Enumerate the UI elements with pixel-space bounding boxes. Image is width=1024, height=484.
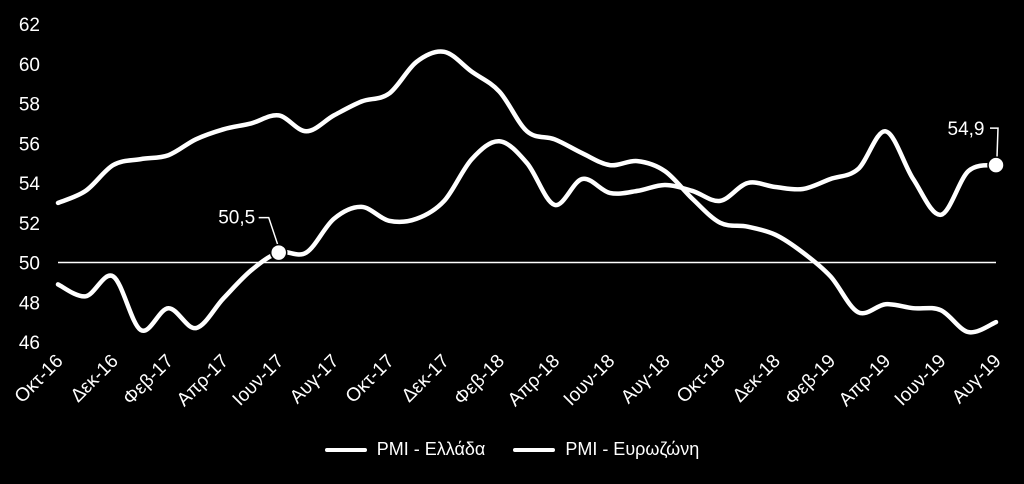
series-line-eurozone	[55, 49, 999, 335]
y-tick-label: 58	[19, 95, 40, 116]
annotation-leader-line	[258, 216, 279, 245]
x-tick-label: Ιουν-19	[891, 351, 951, 411]
legend-label-eurozone: PMI - Ευρωζώνη	[565, 439, 700, 459]
x-tick-label: Οκτ-16	[11, 351, 68, 408]
x-tick-label: Δεκ-17	[398, 351, 454, 407]
x-tick-label: Αυγ-17	[286, 351, 343, 408]
y-tick-label: 48	[19, 293, 40, 314]
y-tick-label: 50	[19, 254, 40, 275]
series-layer	[55, 49, 999, 335]
y-tick-label: 62	[19, 15, 40, 36]
x-tick-label: Απρ-17	[173, 351, 233, 411]
x-tick-label: Αυγ-19	[948, 351, 1005, 408]
y-tick-label: 56	[19, 134, 40, 155]
x-tick-label: Φεβ-18	[450, 351, 509, 410]
x-tick-label: Φεβ-19	[781, 351, 840, 410]
annotation-label: 54,9	[948, 119, 985, 140]
series-line-greece	[55, 129, 999, 333]
x-tick-label: Απρ-18	[504, 351, 564, 411]
y-tick-label: 54	[19, 174, 41, 195]
x-tick-label: Ιουν-17	[229, 351, 289, 411]
x-tick-label: Οκτ-18	[673, 351, 730, 408]
legend-item-greece: PMI - Ελλάδα	[324, 439, 486, 460]
legend-swatch-eurozone	[513, 447, 556, 452]
y-tick-label: 60	[19, 55, 40, 76]
y-tick-label: 46	[19, 333, 40, 354]
legend-label-greece: PMI - Ελλάδα	[376, 439, 486, 459]
annotation-leader-line	[990, 127, 999, 158]
y-tick-label: 52	[19, 214, 40, 235]
legend: PMI - Ελλάδα PMI - Ευρωζώνη	[0, 439, 1024, 460]
legend-swatch-greece	[324, 447, 367, 452]
x-axis-ticks: Οκτ-16 Δεκ-16Φεβ-17Απρ-17Ιουν-17Αυγ-17Οκτ…	[11, 351, 1006, 411]
y-axis-ticks: 46 48 50 52 54 56 58 60 62	[19, 15, 41, 354]
annotation-marker	[269, 243, 288, 262]
x-tick-label: Ιουν-18	[560, 351, 620, 411]
x-tick-label: Δεκ-18	[729, 351, 785, 407]
x-tick-label: Δεκ-16	[67, 351, 123, 407]
x-tick-label: Απρ-19	[835, 351, 895, 411]
x-tick-label: Οκτ-17	[342, 351, 399, 408]
x-tick-label: Αυγ-18	[617, 351, 674, 408]
x-tick-label: Φεβ-17	[119, 351, 178, 410]
annotation-marker	[987, 156, 1005, 174]
annotations-layer: 50,5 54,9	[218, 119, 1005, 262]
annotation-label: 50,5	[218, 208, 255, 229]
legend-item-eurozone: PMI - Ευρωζώνη	[513, 439, 699, 460]
